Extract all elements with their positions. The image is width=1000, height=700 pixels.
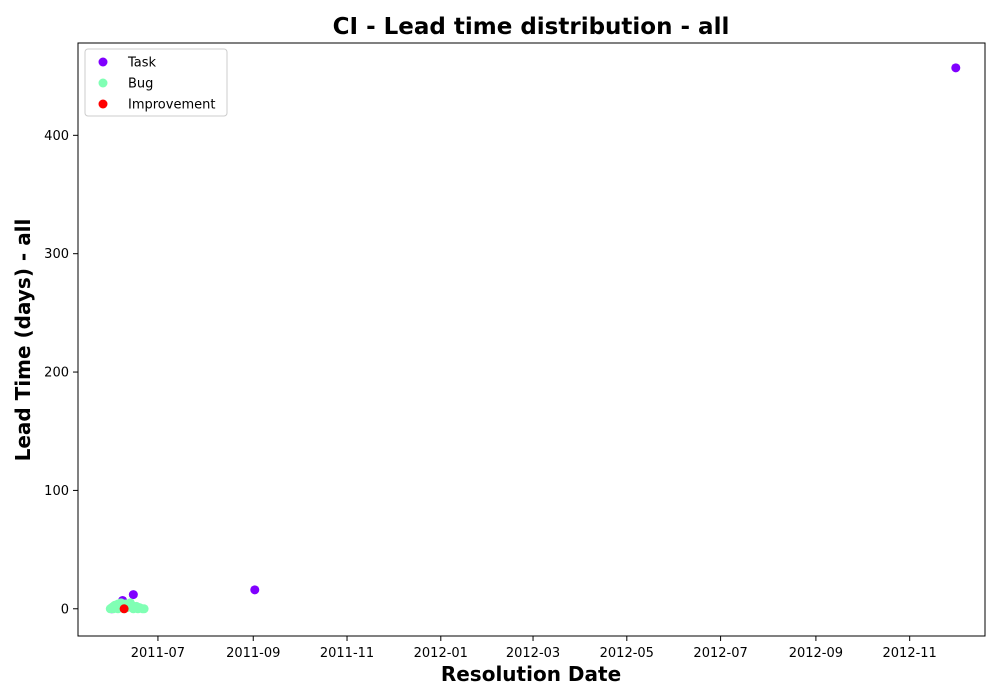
data-point-task [250, 585, 260, 595]
chart-title: CI - Lead time distribution - all [333, 14, 730, 40]
x-tick-label: 2012-01 [414, 646, 468, 661]
legend: Task Bug Improvement [84, 48, 228, 117]
x-tick-label: 2012-03 [506, 646, 560, 661]
x-axis-label: Resolution Date [441, 662, 621, 686]
x-tick-label: 2011-07 [131, 646, 185, 661]
legend-box [84, 48, 228, 117]
legend-marker-task [98, 57, 108, 67]
legend-label-task: Task [127, 56, 157, 71]
data-point-bug [139, 604, 149, 614]
legend-marker-improvement [98, 99, 108, 109]
y-tick-label: 400 [44, 129, 69, 144]
legend-marker-bug [98, 78, 108, 88]
data-points [105, 63, 961, 614]
x-tick-label: 2011-09 [226, 646, 280, 661]
x-tick-label: 2011-11 [320, 646, 374, 661]
legend-label-bug: Bug [128, 77, 153, 92]
plot-frame [77, 42, 986, 637]
y-tick-label: 0 [61, 602, 69, 617]
data-point-task [128, 590, 138, 600]
x-tick-label: 2012-11 [883, 646, 937, 661]
x-tick-label: 2012-09 [789, 646, 843, 661]
y-axis-label: Lead Time (days) - all [11, 219, 35, 462]
y-tick-label: 200 [44, 366, 69, 381]
data-point-improvement [119, 604, 129, 614]
y-tick-label: 300 [44, 247, 69, 262]
data-point-task [951, 63, 961, 73]
y-tick-label: 100 [44, 484, 69, 499]
legend-label-improvement: Improvement [128, 98, 215, 113]
x-tick-label: 2012-07 [693, 646, 747, 661]
x-axis-ticks: 2011-07 2011-09 2011-11 2012-01 2012-03 2012-… [131, 636, 937, 661]
x-tick-label: 2012-05 [600, 646, 654, 661]
y-axis-ticks: 0 100 200 300 400 [44, 129, 78, 617]
